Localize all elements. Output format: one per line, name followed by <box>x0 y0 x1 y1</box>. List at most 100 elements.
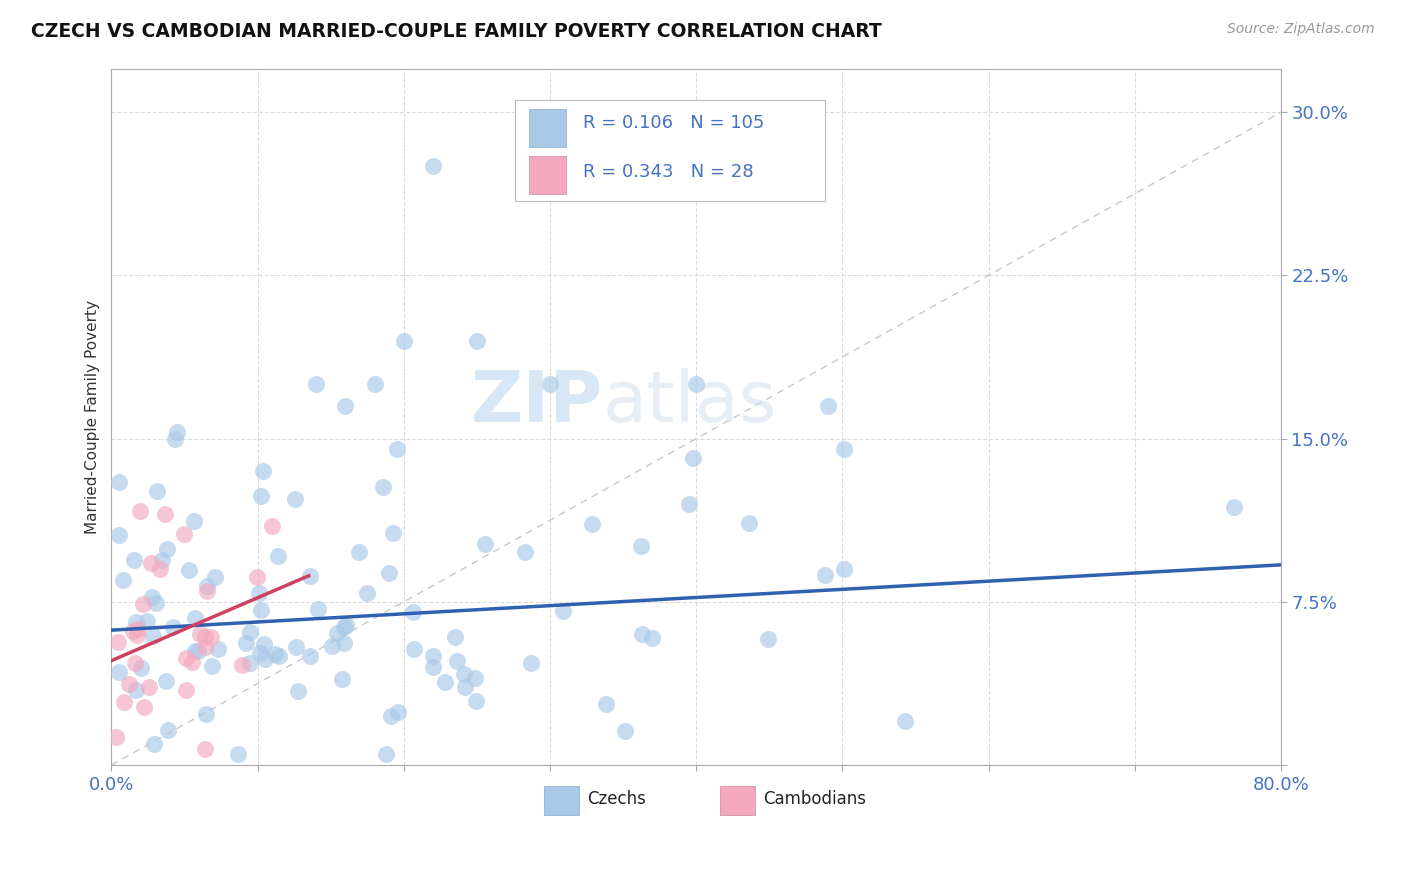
Point <box>143 737 166 751</box>
Point <box>200 630 222 644</box>
Point <box>551 604 574 618</box>
Point <box>252 465 274 479</box>
Point <box>141 557 163 571</box>
Point <box>194 742 217 756</box>
Point <box>250 490 273 504</box>
Point <box>141 590 163 604</box>
Point <box>128 503 150 517</box>
Point <box>124 657 146 671</box>
Point <box>235 636 257 650</box>
Point <box>305 377 328 392</box>
Point <box>228 747 250 762</box>
Point <box>107 665 129 680</box>
Point <box>125 627 148 641</box>
Point <box>321 639 343 653</box>
Point <box>155 508 177 522</box>
FancyBboxPatch shape <box>529 109 567 147</box>
Point <box>453 667 475 681</box>
Point <box>392 334 415 348</box>
Point <box>380 708 402 723</box>
Point <box>813 568 835 582</box>
Point <box>382 525 405 540</box>
Text: Czechs: Czechs <box>588 789 647 807</box>
Point <box>465 334 488 348</box>
Point <box>247 586 270 600</box>
Text: R = 0.343   N = 28: R = 0.343 N = 28 <box>582 162 754 180</box>
Point <box>132 700 155 714</box>
Point <box>375 747 398 762</box>
Point <box>150 553 173 567</box>
Point <box>377 566 399 580</box>
Point <box>162 619 184 633</box>
Point <box>166 425 188 440</box>
Point <box>284 640 307 654</box>
Point <box>104 731 127 745</box>
Point <box>630 540 652 554</box>
Point <box>641 631 664 645</box>
Point <box>131 597 153 611</box>
Point <box>613 724 636 739</box>
Point <box>129 661 152 675</box>
Point <box>335 399 357 413</box>
Point <box>204 570 226 584</box>
Point <box>194 640 217 655</box>
Point <box>187 644 209 658</box>
Point <box>149 562 172 576</box>
Point <box>299 648 322 663</box>
Point <box>195 584 218 599</box>
Point <box>685 377 707 392</box>
Point <box>112 695 135 709</box>
Point <box>249 646 271 660</box>
Point <box>125 683 148 698</box>
Point <box>402 605 425 619</box>
Point <box>207 641 229 656</box>
Point <box>385 442 408 457</box>
Point <box>254 652 277 666</box>
Point <box>250 603 273 617</box>
Point <box>260 519 283 533</box>
Point <box>464 694 486 708</box>
Point <box>239 625 262 640</box>
Point <box>138 680 160 694</box>
Point <box>264 647 287 661</box>
Point <box>173 526 195 541</box>
Point <box>125 615 148 630</box>
Text: Cambodians: Cambodians <box>763 789 866 807</box>
Point <box>179 563 201 577</box>
Point <box>141 629 163 643</box>
Point <box>184 611 207 625</box>
Point <box>347 545 370 559</box>
Point <box>155 673 177 688</box>
Point <box>195 579 218 593</box>
Point <box>136 614 159 628</box>
Point <box>371 480 394 494</box>
Point <box>107 528 129 542</box>
FancyBboxPatch shape <box>529 155 567 194</box>
Point <box>122 553 145 567</box>
Point <box>246 570 269 584</box>
Point <box>894 714 917 729</box>
Point <box>127 622 149 636</box>
Point <box>183 514 205 528</box>
Text: R = 0.106   N = 105: R = 0.106 N = 105 <box>582 114 763 132</box>
Point <box>156 542 179 557</box>
Point <box>287 683 309 698</box>
Point <box>195 706 218 721</box>
Point <box>422 649 444 664</box>
Point <box>332 636 354 650</box>
Point <box>520 657 543 671</box>
Point <box>174 683 197 698</box>
Point <box>474 537 496 551</box>
Point <box>678 497 700 511</box>
Point <box>454 680 477 694</box>
Point <box>326 626 349 640</box>
Point <box>443 630 465 644</box>
Point <box>156 723 179 737</box>
Point <box>631 627 654 641</box>
Point <box>231 657 253 672</box>
Point <box>117 677 139 691</box>
Point <box>266 549 288 563</box>
Point <box>239 656 262 670</box>
Point <box>422 660 444 674</box>
Point <box>333 620 356 634</box>
